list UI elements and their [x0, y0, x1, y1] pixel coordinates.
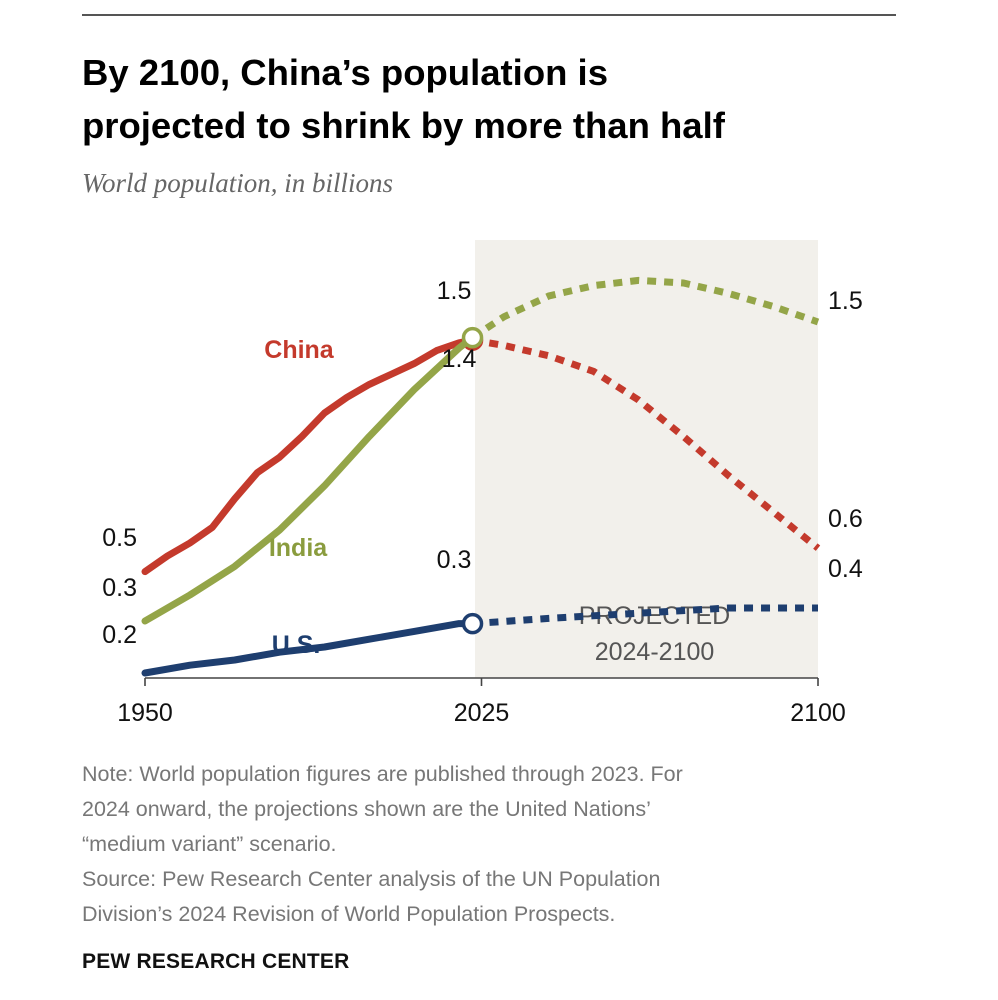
brand-footer: PEW RESEARCH CENTER: [82, 950, 350, 973]
india-current-marker: [461, 326, 484, 349]
china-end-value: 0.6: [828, 505, 863, 533]
chart-title: By 2100, China’s population is projected…: [82, 46, 902, 152]
us-current-marker: [461, 612, 484, 635]
us-series-label: U.S.: [272, 631, 321, 659]
india-start-value: 0.3: [102, 574, 137, 602]
china-series-label: China: [264, 336, 335, 364]
source-line-1: Source: Pew Research Center analysis of …: [82, 867, 661, 891]
india-projected-line: [470, 276, 820, 341]
india-historical-line: [141, 334, 476, 625]
us-end-value: 0.4: [828, 555, 863, 583]
us-start-value: 0.2: [102, 621, 137, 649]
x-tick-label-2100: 2100: [790, 699, 846, 727]
projection-label-line-1: PROJECTED: [579, 602, 730, 630]
us-historical-line: [141, 620, 476, 677]
note-line-3: “medium variant” scenario.: [82, 832, 337, 856]
source-line-2: Division’s 2024 Revision of World Popula…: [82, 902, 616, 926]
china-projected-line: [471, 336, 821, 551]
india-current-value: 1.5: [437, 277, 472, 305]
projection-label-line-2: 2024-2100: [595, 638, 715, 666]
x-tick-label-1950: 1950: [117, 699, 173, 727]
projection-shade: [475, 240, 818, 678]
population-line-chart: PROJECTED 2024-2100 1950 2025 2100 0.5 0.3 0…: [102, 240, 863, 727]
india-series-label: India: [269, 534, 328, 562]
china-start-value: 0.5: [102, 524, 137, 552]
china-historical-line: [141, 336, 476, 576]
chart-note: Note: World population figures are publi…: [82, 757, 902, 932]
x-tick-label-2025: 2025: [454, 699, 510, 727]
chart-title-line-1: By 2100, China’s population is: [82, 52, 608, 93]
note-line-1: Note: World population figures are publi…: [82, 762, 683, 786]
chart-subtitle: World population, in billions: [82, 168, 394, 198]
india-end-value: 1.5: [828, 287, 863, 315]
top-rule: [82, 14, 896, 16]
chart-title-line-2: projected to shrink by more than half: [82, 105, 725, 146]
note-line-2: 2024 onward, the projections shown are t…: [82, 797, 651, 821]
us-current-value: 0.3: [437, 546, 472, 574]
china-current-value: 1.4: [442, 345, 477, 373]
